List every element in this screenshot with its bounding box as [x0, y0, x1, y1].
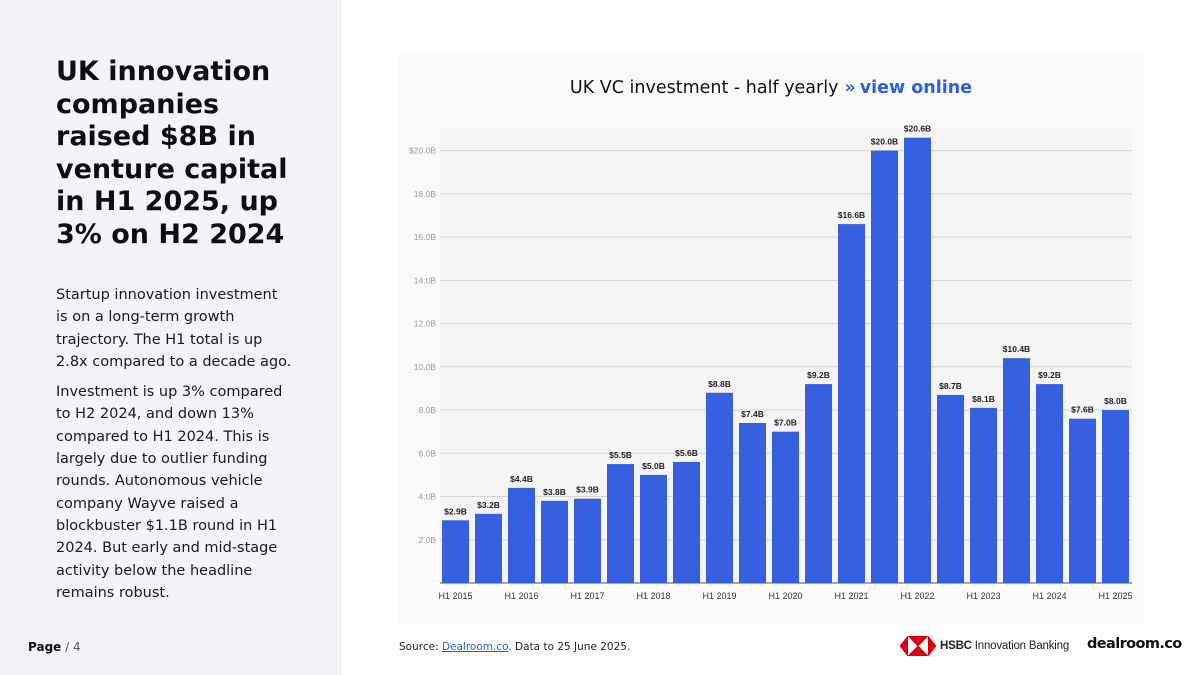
bar-data-label: $10.4B	[1003, 344, 1030, 354]
bar	[970, 407, 997, 583]
chart-title: UK VC investment - half yearly» view onli…	[398, 78, 1144, 98]
bar	[673, 461, 700, 583]
bar	[706, 392, 733, 583]
bar	[838, 224, 865, 583]
bar-data-label: $3.9B	[576, 485, 599, 495]
x-tick-label: H1 2023	[966, 591, 1000, 601]
x-tick-label: H1 2024	[1032, 591, 1066, 601]
body-text: Startup innovation investment is on a lo…	[56, 284, 292, 612]
bar	[739, 423, 766, 583]
page-indicator: Page / 4	[28, 640, 81, 654]
bar-data-label: $7.0B	[774, 418, 797, 428]
hsbc-rest: Innovation Banking	[974, 640, 1070, 652]
chevron-right-icon: »	[844, 78, 856, 98]
page-number: 4	[73, 640, 81, 654]
y-tick-label: 14.0B	[414, 275, 437, 285]
bar	[1102, 410, 1129, 583]
bar-data-label: $9.2B	[807, 370, 830, 380]
x-tick-label: H1 2017	[570, 591, 604, 601]
y-tick-label: 4.0B	[419, 492, 437, 502]
y-tick-label: 12.0B	[414, 319, 437, 329]
bar	[1036, 384, 1063, 583]
y-tick-label: 10.0B	[414, 362, 437, 372]
bar-data-label: $4.4B	[510, 474, 533, 484]
paragraph-2: Investment is up 3% compared to H2 2024,…	[56, 384, 283, 601]
chart-title-text: UK VC investment - half yearly	[569, 78, 839, 98]
x-tick-label: H1 2020	[768, 591, 802, 601]
bar-data-label: $3.2B	[477, 500, 500, 510]
bar-data-label: $8.0B	[1104, 396, 1127, 406]
bar-data-label: $8.1B	[972, 394, 995, 404]
bar	[640, 474, 667, 583]
source-prefix: Source:	[399, 641, 439, 653]
x-tick-label: H1 2018	[636, 591, 670, 601]
source-suffix: . Data to 25 June 2025.	[508, 641, 631, 653]
bar	[574, 498, 601, 583]
bar-data-label: $20.0B	[871, 137, 898, 147]
bar	[772, 431, 799, 583]
bar	[904, 137, 931, 583]
bar-data-label: $8.8B	[708, 379, 731, 389]
bar-data-label: $5.5B	[609, 450, 632, 460]
y-tick-label: 8.0B	[419, 405, 437, 415]
left-panel	[0, 0, 342, 675]
y-tick-label: 16.0B	[414, 232, 437, 242]
paragraph-1: Startup innovation investment is on a lo…	[56, 287, 292, 370]
x-tick-label: H1 2022	[900, 591, 934, 601]
bar-data-label: $20.6B	[904, 124, 931, 134]
page-word: Page	[28, 640, 62, 654]
bar	[937, 394, 964, 583]
headline: UK innovation companies raised $8B in ve…	[56, 56, 288, 250]
bar	[508, 487, 535, 583]
page-separator: /	[65, 640, 70, 654]
bar	[607, 464, 634, 583]
bar-data-label: $7.6B	[1071, 405, 1094, 415]
view-online-link[interactable]: view online	[859, 78, 973, 98]
hsbc-hexagon-icon	[900, 636, 936, 656]
x-tick-label: H1 2019	[702, 591, 736, 601]
bar-data-label: $7.4B	[741, 409, 764, 419]
dealroom-logo: dealroom.co	[1087, 636, 1182, 652]
y-tick-label: 2.0B	[419, 535, 437, 545]
bar	[541, 500, 568, 583]
bar-data-label: $16.6B	[838, 210, 865, 220]
y-tick-label: 18.0B	[414, 189, 437, 199]
bar	[871, 150, 898, 583]
source-link[interactable]: Dealroom.co	[441, 641, 509, 653]
y-tick-label: $20.0B	[409, 146, 436, 156]
x-tick-label: H1 2025	[1098, 591, 1132, 601]
bar-data-label: $2.9B	[444, 506, 467, 516]
hsbc-text: HSBC Innovation Banking	[940, 640, 1069, 652]
bar-data-label: $3.8B	[543, 487, 566, 497]
bar-data-label: $9.2B	[1038, 370, 1061, 380]
bar-data-label: $5.6B	[675, 448, 698, 458]
y-tick-label: 6.0B	[419, 448, 437, 458]
hsbc-bold: HSBC	[940, 640, 972, 652]
source-note: Source: Dealroom.co. Data to 25 June 202…	[399, 641, 630, 653]
hsbc-logo: HSBC Innovation Banking	[900, 636, 1069, 656]
x-tick-label: H1 2021	[834, 591, 868, 601]
bar	[805, 384, 832, 583]
bar	[442, 520, 469, 583]
bar	[1003, 358, 1030, 583]
bar-data-label: $5.0B	[642, 461, 665, 471]
bar	[1069, 418, 1096, 583]
x-tick-label: H1 2016	[504, 591, 538, 601]
bar-data-label: $8.7B	[939, 381, 962, 391]
bar	[475, 513, 502, 583]
x-tick-label: H1 2015	[438, 591, 472, 601]
